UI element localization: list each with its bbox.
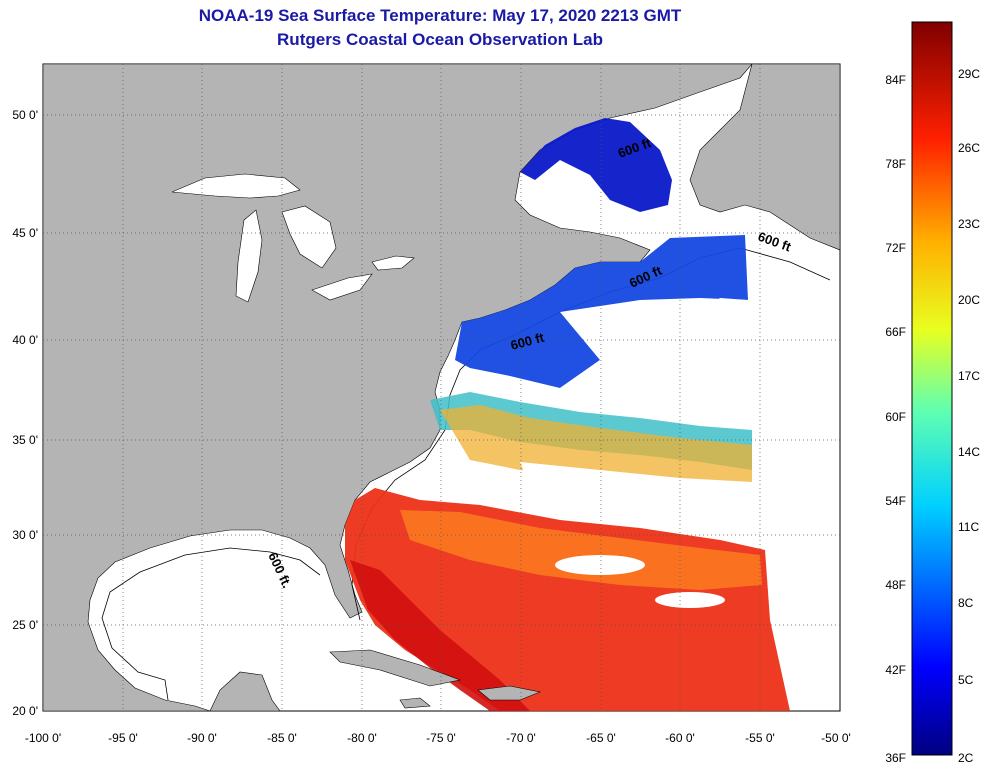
colorbar-f-label: 72F (885, 241, 906, 255)
lat-tick-label: 25 0' (12, 618, 38, 632)
colorbar-c-label: 11C (958, 520, 979, 534)
land-newfoundland (689, 64, 840, 251)
lat-tick-label: 40 0' (12, 333, 38, 347)
lat-tick-label: 30 0' (12, 528, 38, 542)
sst-warm-orange (400, 510, 762, 590)
lon-tick-label: -100 0' (25, 731, 61, 745)
colorbar-c-label: 2C (958, 751, 974, 765)
colorbar-f-labels: 84F 78F 72F 66F 60F 54F 48F 42F 36F (885, 73, 906, 765)
colorbar-f-label: 36F (885, 751, 906, 765)
colorbar-c-label: 5C (958, 673, 974, 687)
sst-mid-warm (440, 405, 752, 500)
lon-tick-label: -65 0' (586, 731, 616, 745)
colorbar-c-label: 23C (958, 217, 980, 231)
colorbar-f-label: 54F (885, 494, 906, 508)
colorbar (911, 21, 953, 756)
colorbar-c-label: 20C (958, 293, 980, 307)
lat-tick-label: 50 0' (12, 108, 38, 122)
caribbean-islands (329, 649, 542, 709)
lon-tick-label: -95 0' (108, 731, 138, 745)
lon-tick-label: -50 0' (821, 731, 851, 745)
lat-tick-label: 35 0' (12, 433, 38, 447)
lon-tick-label: -55 0' (745, 731, 775, 745)
colorbar-f-label: 60F (885, 410, 906, 424)
map-title: NOAA-19 Sea Surface Temperature: May 17,… (198, 6, 682, 25)
lon-tick-labels: -100 0' -95 0' -90 0' -85 0' -80 0' -75 … (25, 731, 851, 745)
colorbar-f-label: 42F (885, 663, 906, 677)
colorbar-c-label: 17C (958, 369, 980, 383)
lon-tick-label: -80 0' (347, 731, 377, 745)
colorbar-c-label: 29C (958, 67, 980, 81)
colorbar-f-label: 78F (885, 157, 906, 171)
gulf-600ft-contour (101, 547, 321, 701)
lat-tick-label: 20 0' (12, 704, 38, 718)
map-subtitle: Rutgers Coastal Ocean Observation Lab (277, 30, 603, 49)
lon-tick-label: -85 0' (267, 731, 297, 745)
colorbar-c-label: 14C (958, 445, 980, 459)
lon-tick-label: -75 0' (426, 731, 456, 745)
cloud-cover (520, 298, 760, 608)
colorbar-c-label: 8C (958, 596, 974, 610)
sst-st-lawrence (520, 118, 672, 212)
lat-tick-labels: 50 0' 45 0' 40 0' 35 0' 30 0' 25 0' 20 0… (12, 108, 38, 718)
sst-warm-red (350, 560, 530, 711)
land-yucatan (209, 671, 281, 711)
lat-tick-label: 45 0' (12, 226, 38, 240)
lon-tick-label: -70 0' (506, 731, 536, 745)
lon-tick-label: -90 0' (187, 731, 217, 745)
great-lakes (171, 173, 415, 303)
colorbar-c-labels: 29C 26C 23C 20C 17C 14C 11C 8C 5C 2C (958, 67, 980, 765)
land-north-america (43, 64, 753, 711)
colorbar-f-label: 66F (885, 325, 906, 339)
colorbar-c-label: 26C (958, 141, 980, 155)
colorbar-f-label: 84F (885, 73, 906, 87)
graticule (43, 64, 840, 711)
colorbar-f-label: 48F (885, 578, 906, 592)
lon-tick-label: -60 0' (665, 731, 695, 745)
